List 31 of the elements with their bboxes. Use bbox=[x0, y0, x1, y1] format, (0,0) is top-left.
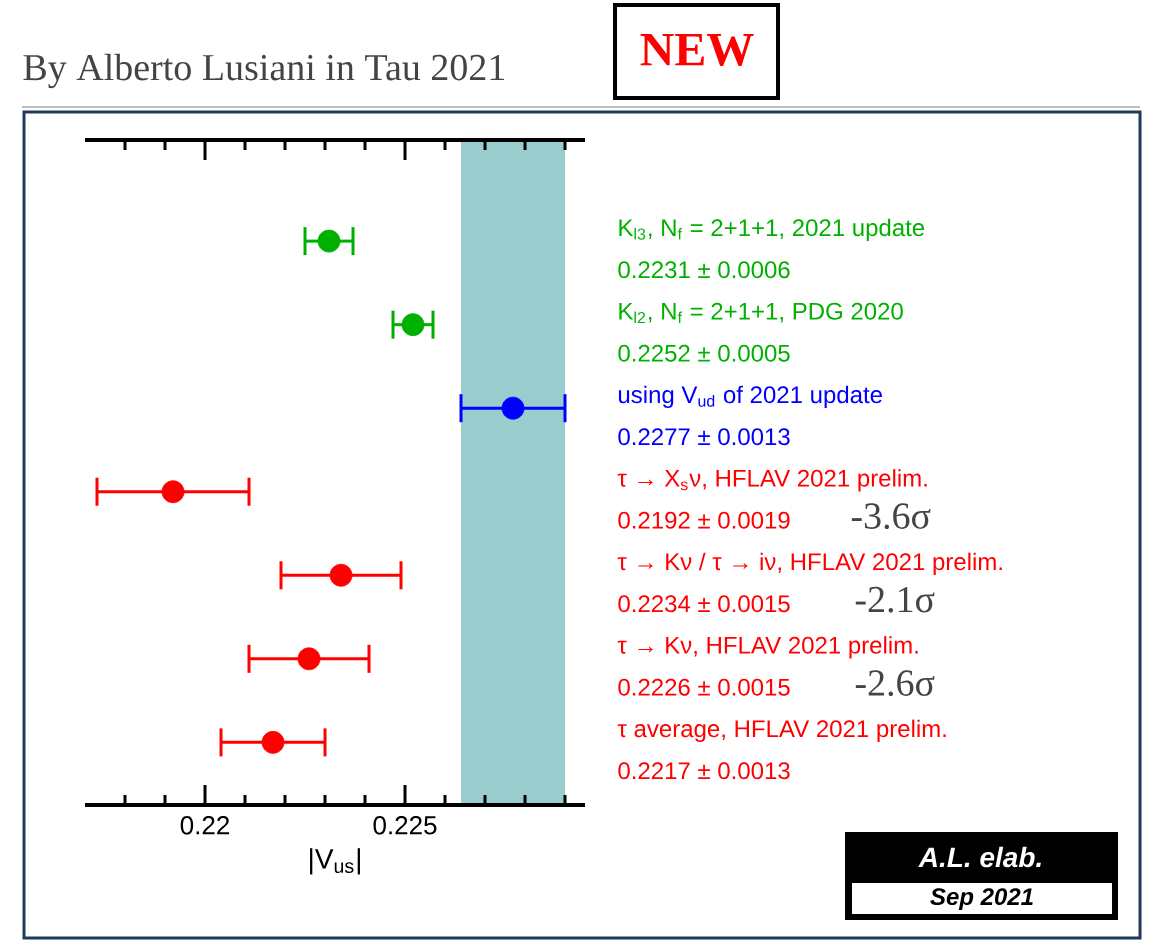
y-tick-label: K$_{l3}$, N$_{f}$ = 2+1+1, 2021 update bbox=[619, 218, 925, 241]
text: 0.2231 ± 0.0006 bbox=[618, 261, 790, 279]
chart-title: By Alberto Lusiani in Tau 2021 bbox=[23, 53, 505, 89]
y-tick-label: using V$_{ud}$ of 2021 update bbox=[618, 385, 882, 408]
y-tick-label: τ → X$_{s}$ν, HFLAV 2021 prelim. bbox=[617, 469, 927, 492]
y-tick-label: τ → Kν, HFLAV 2021 prelim. bbox=[617, 636, 918, 659]
text: 0.2226 ± 0.0015 bbox=[618, 678, 790, 696]
text: -3.6σ bbox=[851, 503, 931, 530]
text: -2.1σ bbox=[855, 586, 935, 613]
y-tick-label: τ average, HFLAV 2021 prelim. bbox=[617, 719, 946, 742]
text: 0.2217 ± 0.0013 bbox=[618, 762, 790, 780]
text: -2.6σ bbox=[855, 670, 935, 697]
text: 0.2252 ± 0.0005 bbox=[618, 344, 790, 362]
point bbox=[161, 480, 185, 504]
point bbox=[401, 313, 425, 337]
text: NEW bbox=[640, 33, 754, 67]
point bbox=[297, 647, 321, 671]
point bbox=[501, 396, 525, 420]
y-tick-label: K$_{l2}$, N$_{f}$ = 2+1+1, PDG 2020 bbox=[619, 302, 903, 324]
point bbox=[317, 229, 341, 253]
text: 0.2277 ± 0.0013 bbox=[618, 428, 790, 446]
x-tick-label: 0.225 bbox=[373, 816, 437, 835]
text: A.L. elab. bbox=[918, 846, 1041, 868]
point bbox=[261, 730, 285, 754]
x-tick-label: 0.22 bbox=[180, 816, 229, 835]
x-axis-title: |V$_{us}$| bbox=[310, 848, 360, 875]
point bbox=[329, 563, 353, 587]
text: 0.2234 ± 0.0015 bbox=[618, 595, 790, 613]
text: 0.2192 ± 0.0019 bbox=[618, 511, 790, 529]
text: Sep 2021 bbox=[930, 888, 1033, 910]
y-tick-label: τ → Kν / τ → iν, HFLAV 2021 prelim. bbox=[617, 552, 1002, 575]
